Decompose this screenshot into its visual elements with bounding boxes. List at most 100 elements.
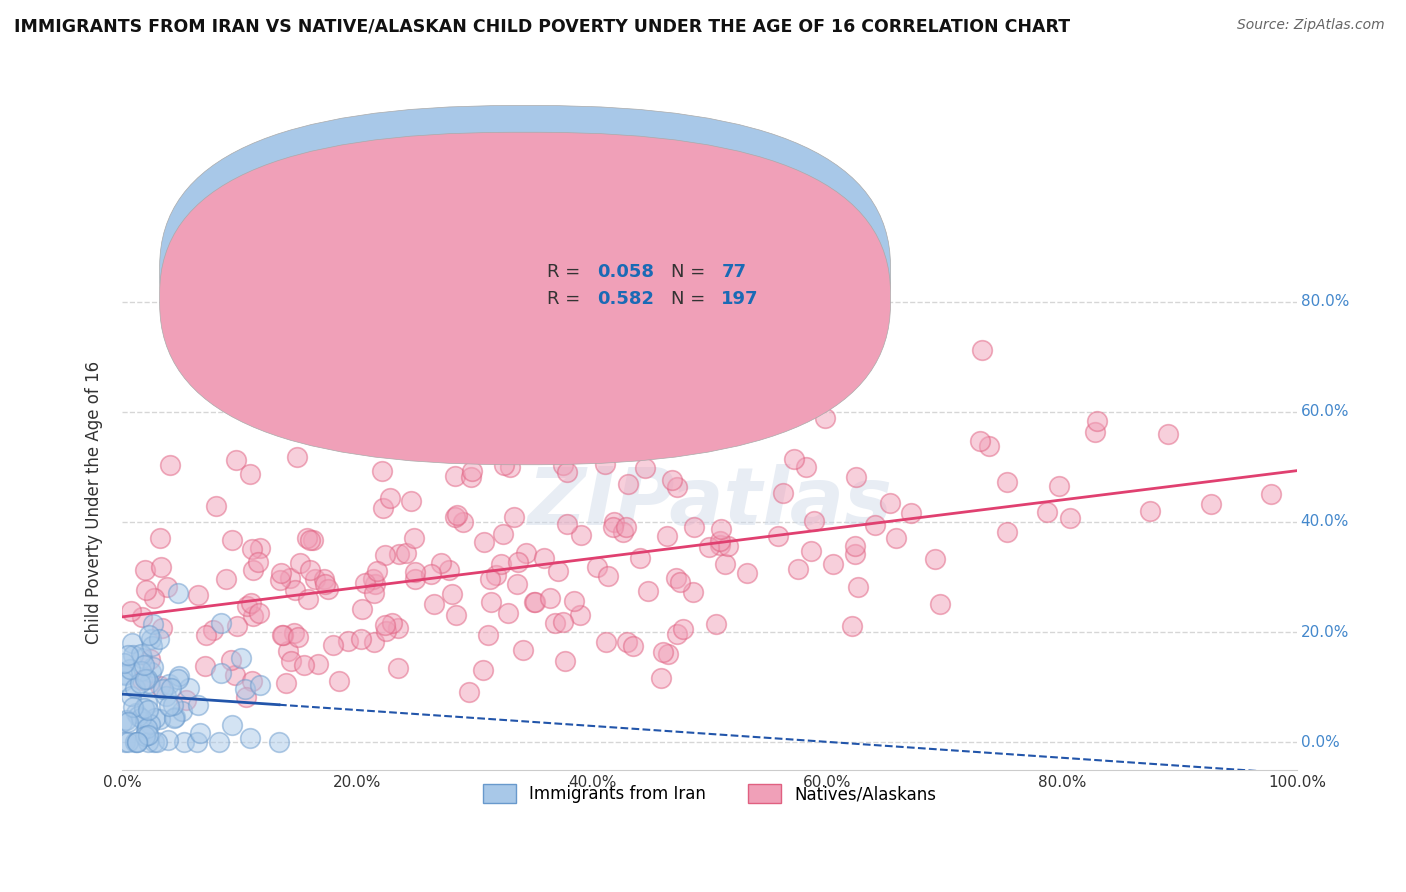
- Point: [124, 681, 146, 695]
- Text: 0.582: 0.582: [596, 290, 654, 308]
- Point: [616, 477, 638, 491]
- Point: [125, 706, 148, 720]
- Point: [271, 628, 294, 642]
- Point: [637, 584, 659, 599]
- Point: [593, 457, 616, 471]
- Point: [1084, 425, 1107, 440]
- Text: N =: N =: [671, 263, 711, 281]
- Point: [353, 576, 375, 591]
- Point: [650, 671, 672, 685]
- Point: [132, 701, 155, 715]
- Point: [350, 602, 373, 616]
- Point: [138, 628, 160, 642]
- Point: [235, 599, 257, 614]
- Point: [363, 585, 385, 599]
- Point: [208, 735, 231, 749]
- Point: [297, 592, 319, 607]
- Point: [378, 491, 401, 505]
- Point: [551, 458, 574, 472]
- Point: [1157, 426, 1180, 441]
- Point: [117, 735, 139, 749]
- Point: [387, 661, 409, 675]
- Point: [683, 519, 706, 533]
- Y-axis label: Child Poverty Under the Age of 16: Child Poverty Under the Age of 16: [86, 361, 103, 644]
- Text: 0.058: 0.058: [596, 263, 654, 281]
- Point: [134, 729, 156, 743]
- Point: [177, 681, 200, 695]
- Point: [929, 597, 952, 611]
- Point: [134, 672, 156, 686]
- Point: [127, 735, 149, 749]
- Point: [863, 518, 886, 533]
- Point: [555, 465, 578, 479]
- Point: [444, 509, 467, 524]
- Point: [492, 526, 515, 541]
- Point: [124, 735, 146, 749]
- Point: [121, 648, 143, 663]
- Point: [322, 638, 344, 652]
- Point: [249, 678, 271, 692]
- Point: [471, 663, 494, 677]
- Point: [399, 494, 422, 508]
- Point: [138, 676, 160, 690]
- Text: R =: R =: [547, 263, 586, 281]
- Point: [136, 703, 159, 717]
- Point: [155, 690, 177, 704]
- Point: [242, 563, 264, 577]
- Point: [602, 520, 624, 534]
- Point: [209, 665, 232, 680]
- Point: [135, 696, 157, 710]
- Point: [136, 735, 159, 749]
- Point: [710, 522, 733, 536]
- Point: [242, 609, 264, 624]
- Point: [280, 654, 302, 668]
- Text: 0.0%: 0.0%: [1301, 735, 1340, 750]
- Point: [997, 475, 1019, 489]
- Point: [657, 647, 679, 661]
- FancyBboxPatch shape: [160, 105, 890, 438]
- Point: [187, 698, 209, 712]
- Point: [1047, 479, 1070, 493]
- Point: [278, 571, 301, 585]
- Point: [112, 656, 135, 670]
- Text: IMMIGRANTS FROM IRAN VS NATIVE/ALASKAN CHILD POVERTY UNDER THE AGE OF 16 CORRELA: IMMIGRANTS FROM IRAN VS NATIVE/ALASKAN C…: [14, 18, 1070, 36]
- Text: ZIPatlas: ZIPatlas: [527, 464, 891, 541]
- Point: [460, 470, 482, 484]
- Point: [173, 735, 195, 749]
- Point: [598, 569, 620, 583]
- Point: [139, 652, 162, 666]
- Point: [143, 591, 166, 605]
- Point: [160, 681, 183, 696]
- Point: [240, 673, 263, 688]
- Point: [225, 453, 247, 467]
- Point: [121, 689, 143, 703]
- Point: [364, 577, 387, 591]
- Point: [502, 509, 524, 524]
- Point: [350, 632, 373, 646]
- Point: [141, 660, 163, 674]
- Point: [120, 603, 142, 617]
- Point: [132, 657, 155, 672]
- Point: [709, 538, 731, 552]
- Point: [221, 718, 243, 732]
- Point: [845, 470, 868, 484]
- Point: [494, 458, 516, 472]
- Point: [484, 567, 506, 582]
- Text: 60.0%: 60.0%: [1301, 404, 1350, 419]
- Point: [117, 714, 139, 729]
- Point: [226, 618, 249, 632]
- Point: [267, 735, 290, 749]
- Point: [717, 539, 740, 553]
- Point: [395, 545, 418, 559]
- Point: [202, 623, 225, 637]
- Point: [148, 632, 170, 646]
- Text: 80.0%: 80.0%: [1301, 294, 1348, 309]
- Point: [121, 636, 143, 650]
- Point: [239, 731, 262, 745]
- Point: [651, 645, 673, 659]
- Point: [1260, 487, 1282, 501]
- Point: [112, 673, 135, 688]
- Point: [439, 563, 461, 577]
- Point: [423, 597, 446, 611]
- Point: [444, 468, 467, 483]
